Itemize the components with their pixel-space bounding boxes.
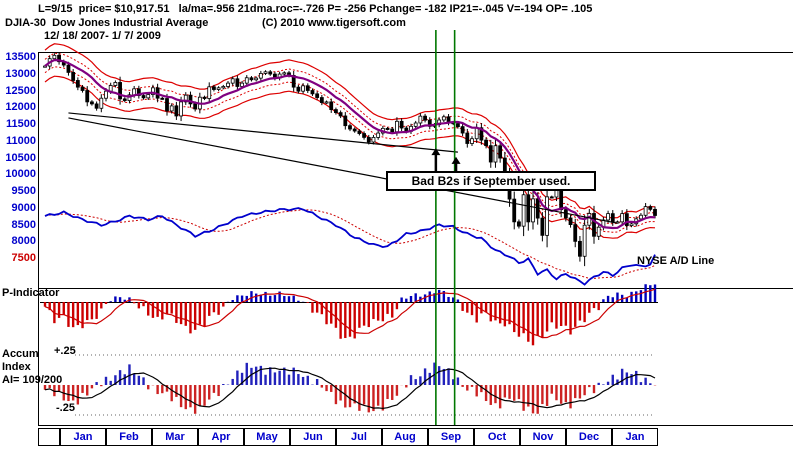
stats-line: L=9/15 price= $10,917.51 la/ma=.956 21dm… <box>38 3 593 15</box>
price-tick-label: 9000 <box>11 201 36 214</box>
price-tick-label: 11000 <box>6 134 36 147</box>
month-box-jan-2[interactable]: Jan <box>612 428 658 446</box>
month-box-aug[interactable]: Aug <box>382 428 428 446</box>
p-indicator-label: P-Indicator <box>2 287 60 299</box>
ad-line-label: NYSE A/D Line <box>637 255 715 267</box>
price-tick-label: 12500 <box>5 84 36 97</box>
month-box-feb[interactable]: Feb <box>106 428 152 446</box>
price-tick-label: 8500 <box>11 218 36 231</box>
accum-label-line1: Accum <box>2 348 39 360</box>
accum-value-label: AI= 109/200 <box>2 374 63 386</box>
month-box-dec[interactable]: Dec <box>566 428 612 446</box>
accum-minus-scale-label: -.25 <box>56 402 75 414</box>
month-box-oct[interactable]: Oct <box>474 428 520 446</box>
month-box-jun[interactable]: Jun <box>290 428 336 446</box>
price-tick-label: 9500 <box>11 185 36 197</box>
accum-plus-scale-label: +.25 <box>54 345 76 357</box>
price-tick-label: 13000 <box>5 67 36 80</box>
price-tick-label: 11500 <box>6 118 36 130</box>
month-box-mar[interactable]: Mar <box>152 428 198 446</box>
month-box-sep[interactable]: Sep <box>428 428 474 446</box>
price-tick-label: 7500 <box>11 252 36 264</box>
annotation-box: Bad B2s if September used. <box>386 171 596 191</box>
month-box-nov[interactable]: Nov <box>520 428 566 446</box>
accum-label-line2: Index <box>2 361 31 373</box>
date-range: 12/ 18/ 2007- 1/ 7/ 2009 <box>44 30 161 42</box>
chart-title: DJIA-30 Dow Jones Industrial Average <box>5 17 209 29</box>
month-box-empty <box>38 428 60 446</box>
price-tick-label: 8000 <box>11 235 36 248</box>
price-tick-label: 10500 <box>5 151 36 164</box>
price-tick-label: 13500 <box>5 51 36 63</box>
month-box-may[interactable]: May <box>244 428 290 446</box>
month-box-apr[interactable]: Apr <box>198 428 244 446</box>
copyright-text: (C) 2010 www.tigersoft.com <box>262 17 406 29</box>
month-box-jan[interactable]: Jan <box>60 428 106 446</box>
price-tick-label: 12000 <box>5 101 36 114</box>
price-tick-label: 10000 <box>5 168 36 181</box>
month-box-jul[interactable]: Jul <box>336 428 382 446</box>
